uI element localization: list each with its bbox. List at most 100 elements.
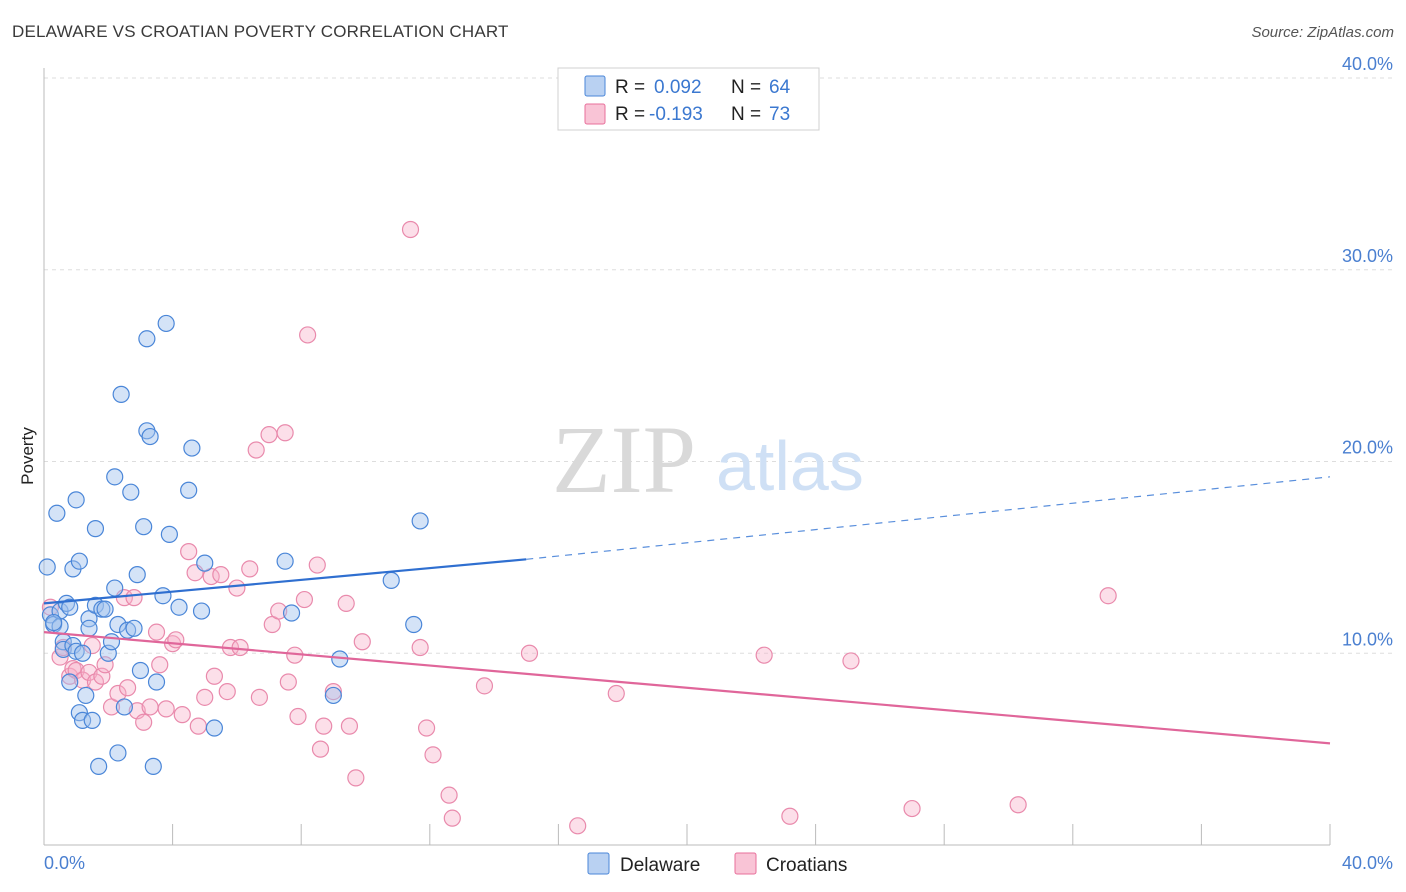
croatians-point [417,719,436,737]
delaware-point [118,621,137,639]
delaware-point [141,427,159,446]
y-tick-labels: 10.0% 20.0% 30.0% 40.0% [1342,54,1393,649]
watermark-atlas: atlas [716,427,864,505]
croatians-point [607,684,625,703]
delaware-point [102,633,121,651]
croatians-point [173,706,191,724]
delaware-point [109,744,127,762]
legend-croatians-swatch [734,852,757,875]
delaware-point [90,757,108,775]
delaware-point [38,558,56,576]
delaware-point [61,673,79,691]
croatians-point [337,594,355,612]
delaware-point [73,644,92,662]
croatians-point [347,769,365,787]
delaware-point [67,642,85,660]
croatians-point [411,638,429,657]
delaware-trendline-extension [526,476,1331,560]
delaware-points [38,314,429,775]
y-tick-label: 20.0% [1342,438,1393,458]
croatians-point [241,560,259,578]
croatians-point [247,441,265,459]
croatians-points [41,220,1117,835]
delaware-point [109,615,127,634]
delaware-point [170,598,188,616]
croatians-point [353,633,371,651]
croatians-point [315,717,333,735]
croatians-point [212,566,230,584]
delaware-point [67,491,85,509]
delaware-point [180,481,198,499]
croatians-point [141,698,159,716]
delaware-point [83,711,101,729]
delaware-point [86,520,105,538]
delaware-point [183,439,201,457]
x-tick-label-max: 40.0% [1342,853,1393,873]
croatians-point [308,556,326,574]
croatians-point [167,631,185,649]
delaware-point [80,619,98,637]
legend-croatians-label: Croatians [766,855,847,876]
delaware-point [160,525,178,543]
delaware-point [96,600,114,618]
delaware-point [154,587,172,605]
delaware-point [73,711,92,729]
croatians-point [231,638,249,657]
delaware-point [70,552,88,570]
delaware-point [135,518,153,536]
croatians-r-label: R = [615,104,645,125]
delaware-point [205,719,223,737]
y-axis-title: Poverty [18,427,37,485]
croatians-point [118,679,137,697]
trendlines [43,476,1331,745]
delaware-point [411,512,429,530]
delaware-point [128,566,146,584]
x-tick-label-min: 0.0% [44,853,85,873]
delaware-point [282,604,301,622]
croatians-point [520,644,539,662]
croatians-point [289,707,307,726]
delaware-swatch [584,75,606,97]
croatians-point [781,807,799,825]
delaware-point [106,579,124,597]
delaware-point [115,698,133,716]
croatians-point [1099,587,1117,605]
delaware-point [61,598,79,616]
croatians-n-value: 73 [769,104,790,125]
croatians-point [755,646,773,664]
watermark: ZIP atlas [552,406,864,513]
delaware-point [147,673,166,691]
legend-delaware-swatch [587,852,610,875]
croatians-point [125,589,143,607]
croatians-point [270,602,288,620]
delaware-point [138,330,156,348]
croatians-point [295,590,314,609]
croatians-point [250,688,269,706]
chart-source: Source: ZipAtlas.com [1251,24,1394,41]
delaware-point [77,686,95,705]
delaware-point [382,571,400,589]
croatians-point [340,717,359,735]
croatians-point [401,220,420,239]
croatians-point [151,656,169,674]
stats-legend: R = 0.092 N = 64 R = -0.193 N = 73 [557,67,820,131]
croatians-point [205,667,223,685]
croatians-point [147,623,166,641]
delaware-trendline [43,558,527,605]
delaware-point [131,661,150,680]
croatians-point [135,713,153,731]
delaware-point [196,554,214,572]
delaware-point [324,686,342,705]
croatians-point [443,809,461,827]
croatians-point [196,688,214,706]
legend-delaware-label: Delaware [620,855,700,876]
gridlines [44,77,1392,654]
delaware-point [125,619,143,637]
croatians-r-value: -0.193 [649,104,703,125]
delaware-point [54,640,72,659]
delaware-point [48,504,66,522]
delaware-point [144,757,162,775]
croatians-point [218,682,236,701]
croatians-point [324,682,342,701]
